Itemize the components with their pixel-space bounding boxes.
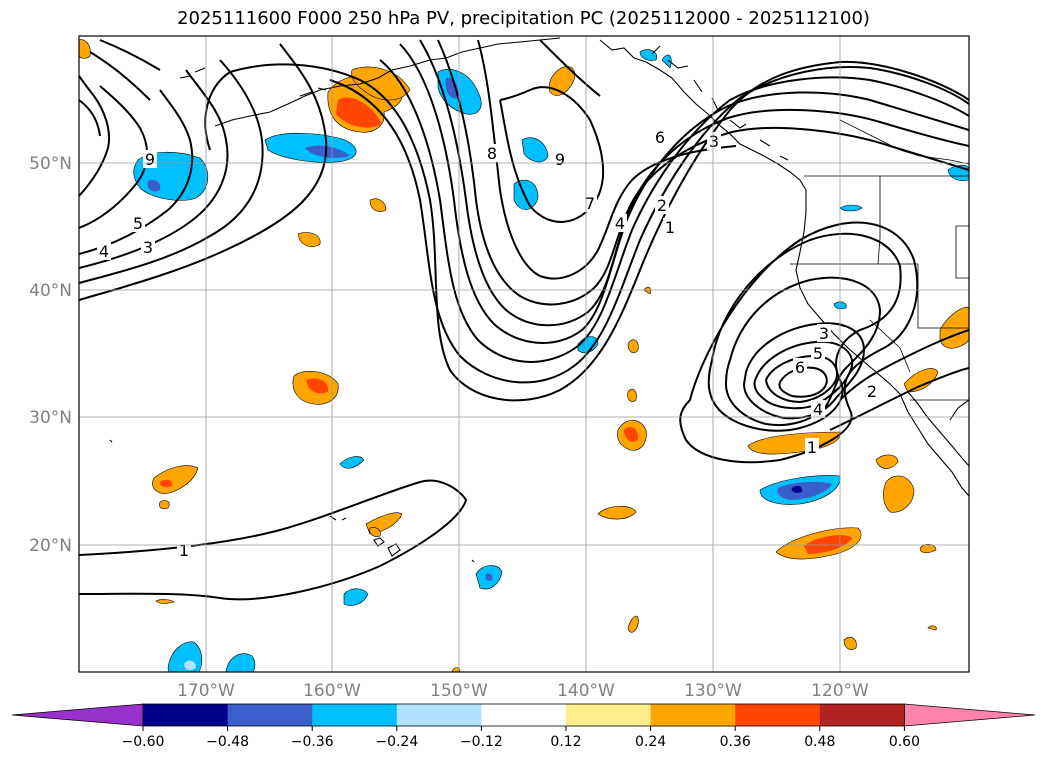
map-title: 2025111600 F000 250 hPa PV, precipitatio…	[177, 8, 870, 29]
svg-text:5: 5	[133, 214, 143, 233]
colorbar-segment	[312, 704, 398, 726]
pv-contours	[79, 39, 969, 601]
svg-text:2: 2	[867, 382, 877, 401]
colorbar-frame	[142, 703, 905, 727]
contour-label: 6	[653, 128, 667, 147]
lat-label: 20°N	[29, 536, 72, 556]
contour-label: 3	[141, 238, 155, 257]
colorbar-segment	[819, 704, 905, 726]
svg-text:4: 4	[615, 214, 625, 233]
svg-text:1: 1	[665, 218, 675, 237]
svg-text:6: 6	[655, 128, 665, 147]
svg-text:2: 2	[657, 196, 667, 215]
lon-label: 130°W	[684, 681, 742, 701]
contour-label: 5	[131, 214, 145, 233]
svg-text:7: 7	[585, 194, 595, 213]
colorbar-tick-label: −0.36	[291, 734, 334, 750]
svg-text:6: 6	[795, 358, 805, 377]
colorbar-extend-right	[904, 703, 1036, 727]
svg-text:3: 3	[143, 238, 153, 257]
svg-text:4: 4	[99, 242, 109, 261]
colorbar-tick-label: −0.60	[122, 734, 165, 750]
contour-label: 4	[97, 242, 111, 261]
svg-text:8: 8	[487, 144, 497, 163]
colorbar-tick-label: −0.24	[375, 734, 418, 750]
precip-shading	[79, 39, 969, 672]
colorbar-segment	[481, 704, 567, 726]
contour-label: 4	[613, 214, 627, 233]
contour-label: 3	[707, 132, 721, 151]
colorbar-tick-label: 0.36	[720, 734, 751, 750]
svg-text:3: 3	[709, 132, 719, 151]
contour-label: 8	[485, 144, 499, 163]
colorbar-tick-label: 0.12	[550, 734, 581, 750]
lon-label: 160°W	[303, 681, 361, 701]
svg-text:1: 1	[807, 438, 817, 457]
svg-text:3: 3	[819, 324, 829, 343]
colorbar-tick-label: 0.60	[889, 734, 920, 750]
lat-label: 30°N	[29, 408, 72, 428]
svg-text:9: 9	[145, 150, 155, 169]
lon-label: 150°W	[430, 681, 488, 701]
contour-label: 1	[177, 541, 191, 560]
colorbar-tick-label: −0.12	[460, 734, 503, 750]
lat-labels: 50°N 40°N 30°N 20°N	[29, 154, 72, 556]
colorbar-tick-label: 0.48	[804, 734, 835, 750]
colorbar-segment	[227, 704, 313, 726]
contour-label: 1	[663, 218, 677, 237]
coastlines	[109, 37, 969, 563]
contour-label: 2	[655, 196, 669, 215]
colorbar-segment	[735, 704, 821, 726]
svg-text:1: 1	[179, 541, 189, 560]
contour-label: 9	[143, 150, 157, 169]
contour-label: 5	[811, 344, 825, 363]
colorbar-segment	[566, 704, 652, 726]
contour-label: 2	[865, 382, 879, 401]
plot-area	[79, 36, 969, 672]
lon-labels: 170°W 160°W 150°W 140°W 130°W 120°W	[177, 681, 869, 701]
lat-label: 50°N	[29, 154, 72, 174]
contour-label: 3	[817, 324, 831, 343]
svg-text:4: 4	[813, 400, 823, 419]
colorbar-tick-label: −0.48	[206, 734, 249, 750]
colorbar-tick-label: 0.24	[635, 734, 666, 750]
plot-frame	[78, 35, 970, 673]
lat-label: 40°N	[29, 281, 72, 301]
svg-text:5: 5	[813, 344, 823, 363]
svg-text:9: 9	[555, 150, 565, 169]
colorbar-extend-left	[11, 703, 144, 727]
graticule	[79, 36, 969, 672]
lon-label: 170°W	[177, 681, 235, 701]
contour-label: 6	[793, 358, 807, 377]
political-borders	[790, 119, 969, 401]
contour-label: 9	[553, 150, 567, 169]
colorbar-segment	[650, 704, 736, 726]
contour-label: 7	[583, 194, 597, 213]
lon-label: 140°W	[557, 681, 615, 701]
contour-label: 1	[805, 438, 819, 457]
colorbar-segment	[396, 704, 482, 726]
lon-label: 120°W	[811, 681, 869, 701]
colorbar-segment	[143, 704, 229, 726]
contour-label: 4	[811, 400, 825, 419]
colorbar: −0.60 −0.48 −0.36 −0.24 −0.12 0.12 0.24 0.36 0.4…	[11, 703, 1036, 750]
